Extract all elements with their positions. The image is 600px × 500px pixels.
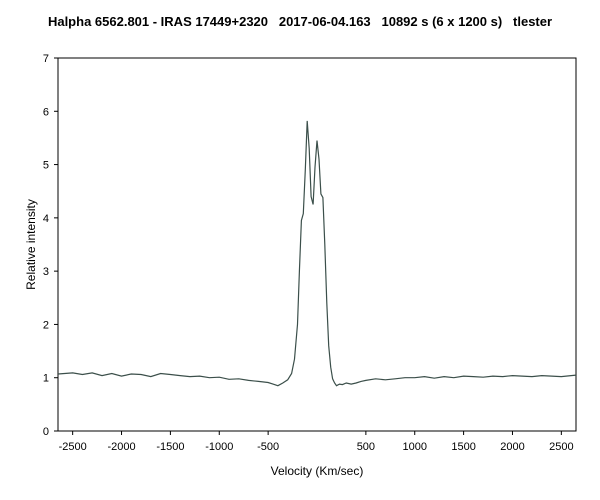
y-axis-label: Relative intensity — [24, 199, 38, 290]
x-tick-label: 1500 — [451, 441, 475, 453]
x-tick-label: 1000 — [402, 441, 426, 453]
y-tick-label: 0 — [43, 426, 49, 438]
y-tick-label: 7 — [43, 53, 49, 65]
x-tick-label: 2000 — [500, 441, 524, 453]
x-tick-label: -2000 — [107, 441, 135, 453]
x-tick-label: -1500 — [156, 441, 184, 453]
y-tick-label: 6 — [43, 106, 49, 118]
y-tick-label: 1 — [43, 373, 49, 385]
plot-frame — [57, 57, 577, 432]
x-tick-label: -500 — [257, 441, 279, 453]
y-tick-label: 2 — [43, 319, 49, 331]
y-tick-label: 3 — [43, 266, 49, 278]
x-tick-label: -1000 — [205, 441, 233, 453]
chart-title: Halpha 6562.801 - IRAS 17449+2320 2017-0… — [47, 14, 553, 29]
x-tick-label: 500 — [357, 441, 375, 453]
y-tick-label: 4 — [43, 213, 49, 225]
x-tick-label: -2500 — [59, 441, 87, 453]
x-axis-label: Velocity (Km/sec) — [271, 464, 364, 478]
y-tick-label: 5 — [43, 160, 49, 172]
spectrum-line — [57, 120, 577, 387]
x-tick-label: 2500 — [549, 441, 573, 453]
